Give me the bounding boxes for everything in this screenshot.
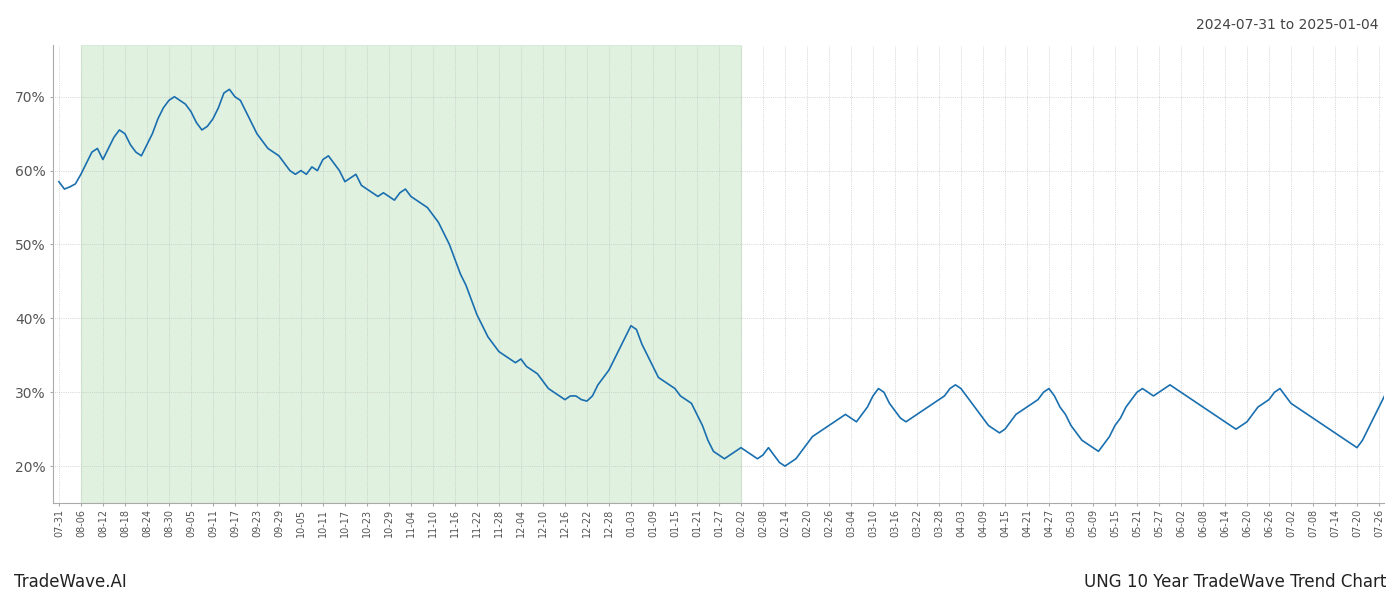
Text: 2024-07-31 to 2025-01-04: 2024-07-31 to 2025-01-04 — [1197, 18, 1379, 32]
Bar — [81, 45, 741, 503]
Text: UNG 10 Year TradeWave Trend Chart: UNG 10 Year TradeWave Trend Chart — [1084, 573, 1386, 591]
Text: TradeWave.AI: TradeWave.AI — [14, 573, 127, 591]
